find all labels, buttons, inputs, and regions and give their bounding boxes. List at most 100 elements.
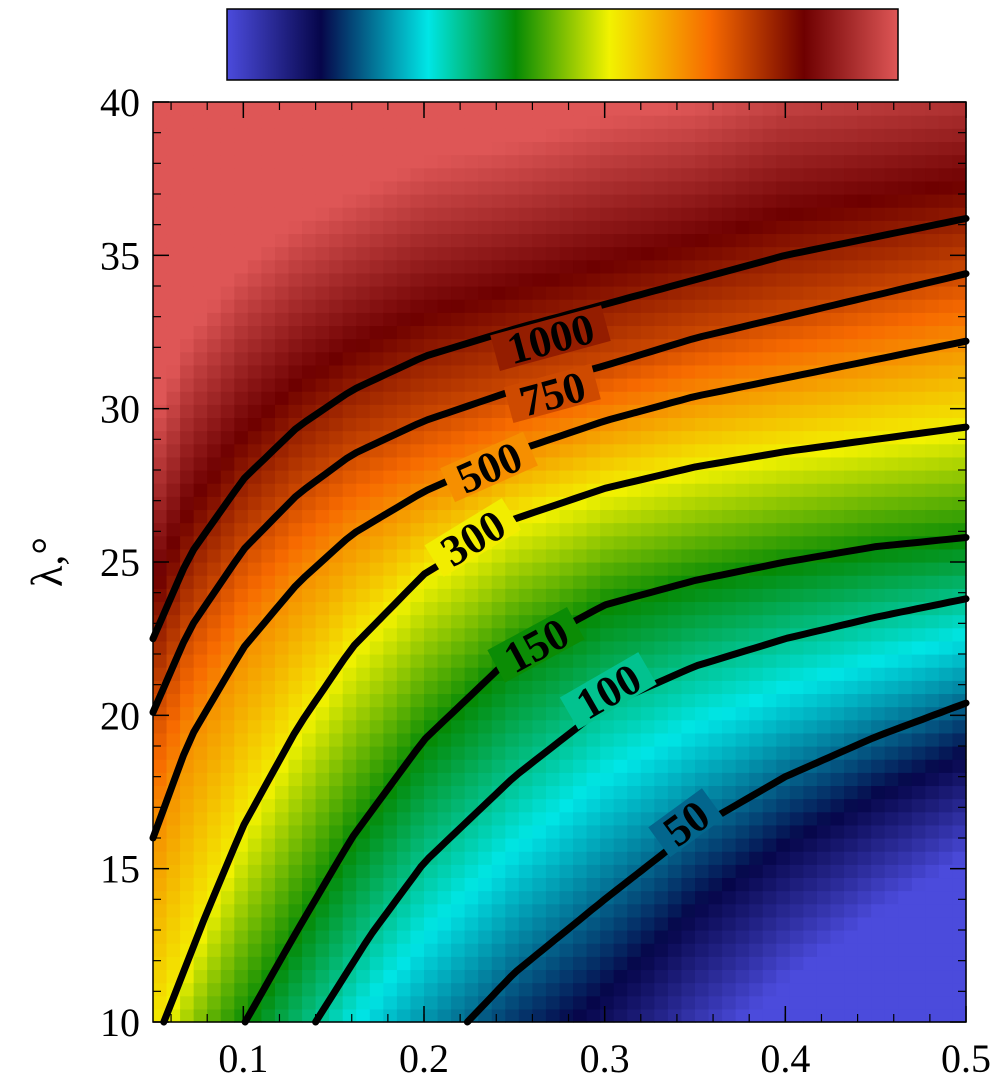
heatmap-cell [803, 404, 818, 419]
heatmap-cell [938, 562, 954, 576]
heatmap-cell [884, 706, 899, 721]
heatmap-cell [789, 851, 804, 865]
heatmap-cell [938, 470, 954, 484]
heatmap-cell [261, 956, 276, 971]
heatmap-cell [871, 930, 886, 944]
heatmap-cell [369, 259, 384, 274]
y-tick-label: 40 [100, 80, 140, 125]
heatmap-cell [342, 562, 357, 576]
heatmap-cell [830, 312, 845, 327]
heatmap-cell [369, 496, 384, 511]
heatmap-cell [518, 824, 533, 839]
heatmap-cell [600, 575, 615, 589]
heatmap-cell [640, 772, 655, 787]
heatmap-cell [532, 259, 547, 274]
heatmap-cell [193, 220, 208, 235]
heatmap-cell [518, 496, 533, 511]
heatmap-cell [884, 667, 899, 681]
heatmap-cell [695, 693, 710, 708]
heatmap-cell [451, 654, 466, 668]
heatmap-cell [884, 102, 899, 116]
heatmap-cell [356, 220, 371, 235]
heatmap-cell [437, 890, 452, 905]
heatmap-cell [938, 167, 954, 182]
heatmap-cell [830, 956, 845, 971]
heatmap-cell [952, 916, 967, 931]
heatmap-cell [234, 246, 249, 261]
heatmap-cell [396, 391, 412, 405]
heatmap-cell [559, 456, 574, 471]
heatmap-cell [288, 548, 303, 563]
heatmap-cell [478, 299, 493, 313]
heatmap-cell [695, 496, 710, 511]
heatmap-cell [722, 995, 737, 1010]
heatmap-cell [586, 404, 601, 419]
heatmap-cell [342, 312, 357, 327]
heatmap-cell [180, 535, 195, 550]
heatmap-cell [329, 233, 344, 248]
heatmap-cell [749, 838, 764, 852]
heatmap-cell [762, 667, 777, 681]
heatmap-cell [451, 601, 466, 616]
heatmap-cell [857, 824, 872, 839]
heatmap-cell [695, 969, 710, 984]
heatmap-cell [329, 772, 344, 787]
heatmap-cell [437, 930, 452, 944]
heatmap-cell [274, 325, 290, 340]
heatmap-cell [478, 969, 493, 984]
heatmap-cell [424, 995, 439, 1010]
heatmap-cell [871, 811, 886, 826]
heatmap-cell [749, 417, 764, 432]
heatmap-cell [925, 680, 940, 695]
heatmap-cell [857, 706, 872, 721]
heatmap-cell [329, 430, 344, 445]
heatmap-cell [437, 312, 452, 327]
heatmap-cell [545, 838, 561, 852]
heatmap-cell [153, 969, 168, 984]
heatmap-cell [329, 509, 344, 524]
heatmap-cell [911, 824, 926, 839]
heatmap-cell [478, 128, 493, 143]
heatmap-cell [369, 246, 384, 261]
heatmap-cell [938, 141, 954, 156]
heatmap-cell [274, 811, 290, 826]
heatmap-cell [573, 562, 588, 576]
heatmap-cell [952, 286, 967, 300]
heatmap-cell [383, 614, 398, 629]
heatmap-cell [369, 759, 384, 773]
heatmap-cell [789, 417, 804, 432]
heatmap-cell [816, 180, 832, 195]
heatmap-cell [247, 378, 262, 392]
heatmap-cell [952, 785, 967, 800]
heatmap-cell [274, 851, 290, 865]
heatmap-cell [451, 220, 466, 235]
heatmap-cell [952, 115, 967, 129]
heatmap-cell [884, 470, 899, 484]
heatmap-cell [884, 167, 899, 182]
heatmap-cell [166, 746, 181, 760]
heatmap-cell [789, 325, 804, 340]
heatmap-cell [803, 824, 818, 839]
heatmap-cell [491, 194, 506, 208]
heatmap-cell [437, 246, 452, 261]
heatmap-cell [925, 746, 940, 760]
heatmap-cell [749, 995, 764, 1010]
heatmap-cell [654, 654, 669, 668]
heatmap-cell [654, 351, 669, 366]
heatmap-cell [749, 154, 764, 169]
heatmap-cell [410, 325, 425, 340]
heatmap-cell [464, 654, 479, 668]
heatmap-cell [952, 456, 967, 471]
heatmap-cell [952, 930, 967, 944]
heatmap-cell [627, 772, 642, 787]
heatmap-cell [681, 995, 696, 1010]
heatmap-cell [288, 640, 303, 655]
heatmap-cell [207, 272, 222, 287]
heatmap-cell [261, 562, 276, 576]
heatmap-cell [261, 877, 276, 892]
heatmap-cell [911, 154, 926, 169]
heatmap-cell [234, 956, 249, 971]
heatmap-cell [789, 496, 804, 511]
heatmap-cell [911, 391, 926, 405]
heatmap-cell [722, 732, 737, 747]
